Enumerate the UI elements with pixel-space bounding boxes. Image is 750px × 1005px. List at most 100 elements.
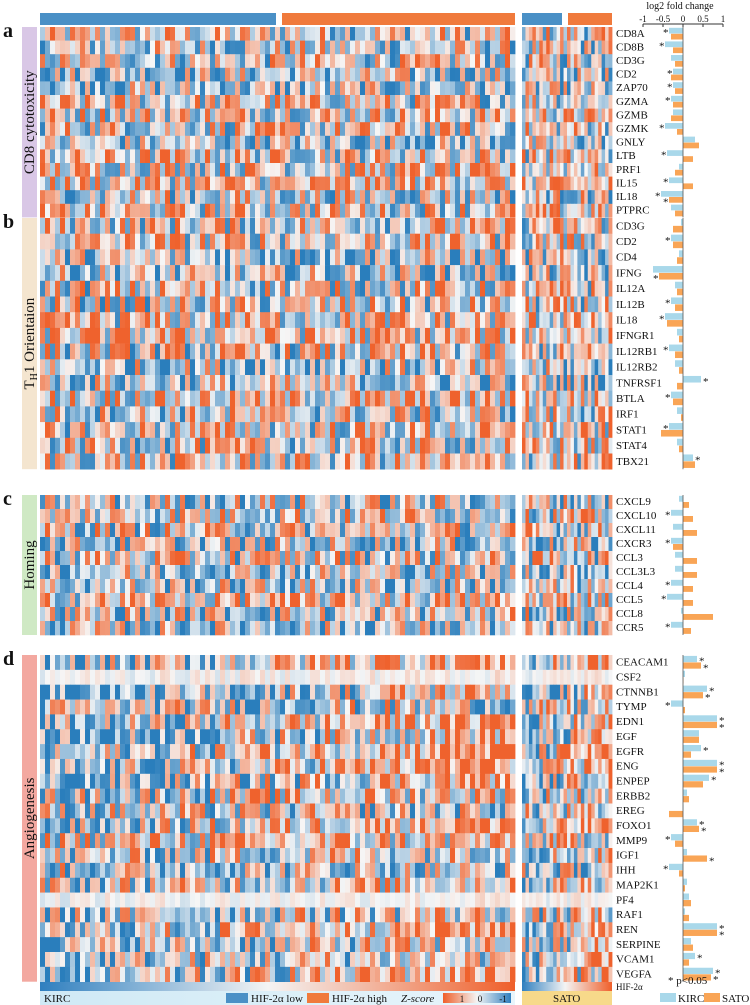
heatmap-cell (265, 280, 271, 297)
heatmap-cell (335, 81, 341, 96)
heatmap-cell (155, 509, 161, 524)
heatmap-cell (290, 27, 296, 41)
heatmap-cell (190, 176, 196, 191)
heatmap-cell (510, 509, 516, 524)
heatmap-cell (410, 81, 416, 96)
heatmap-cell (580, 95, 585, 109)
heatmap-cell (400, 218, 406, 234)
heatmap-cell (270, 81, 276, 96)
heatmap-cell (115, 551, 121, 566)
heatmap-cell (90, 312, 96, 329)
heatmap-cell (315, 565, 321, 580)
heatmap-cell (335, 655, 341, 671)
heatmap-cell (40, 537, 46, 552)
heatmap-cell (549, 95, 554, 109)
heatmap-cell (150, 390, 156, 407)
heatmap-cell (532, 406, 537, 423)
heatmap-cell (405, 537, 411, 552)
heatmap-cell (525, 537, 530, 552)
heatmap-cell (85, 40, 91, 55)
heatmap-cell (490, 40, 496, 55)
heatmap-cell (505, 437, 511, 454)
heatmap-cell (305, 551, 311, 566)
heatmap-cell (55, 81, 61, 96)
heatmap-cell (601, 537, 606, 552)
heatmap-cell (155, 54, 161, 69)
heatmap-cell (160, 218, 166, 234)
heatmap-cell (265, 40, 271, 55)
heatmap-cell (290, 312, 296, 329)
heatmap-cell (522, 122, 526, 137)
heatmap-cell (155, 149, 161, 164)
heatmap-cell (200, 607, 206, 622)
heatmap-cell (335, 390, 341, 407)
heatmap-cell (55, 621, 61, 636)
heatmap-cell (440, 437, 446, 454)
heatmap-cell (500, 249, 506, 266)
heatmap-cell (65, 669, 71, 685)
heatmap-cell (490, 54, 496, 69)
heatmap-cell (573, 203, 578, 218)
heatmap-cell (235, 149, 241, 164)
heatmap-cell (50, 218, 56, 234)
heatmap-cell (340, 565, 346, 580)
heatmap-cell (60, 203, 66, 218)
heatmap-cell (345, 453, 351, 470)
heatmap-cell (410, 579, 416, 594)
heatmap-cell (85, 203, 91, 218)
heatmap-cell (250, 122, 256, 137)
heatmap-cell (180, 537, 186, 552)
heatmap-cell (542, 265, 547, 282)
heatmap-cell (470, 607, 476, 622)
heatmap-cell (235, 495, 241, 510)
heatmap-cell (155, 537, 161, 552)
heatmap-cell (270, 190, 276, 205)
heatmap-cell (445, 149, 451, 164)
heatmap-cell (180, 359, 186, 376)
heatmap-cell (345, 579, 351, 594)
heatmap-cell (150, 495, 156, 510)
heatmap-cell (340, 621, 346, 636)
heatmap-cell (185, 81, 191, 96)
heatmap-cell (155, 579, 161, 594)
heatmap-cell (395, 296, 401, 313)
heatmap-cell (570, 81, 575, 96)
heatmap-cell (445, 40, 451, 55)
heatmap-cell (190, 265, 196, 282)
heatmap-cell (135, 621, 141, 636)
heatmap-cell (205, 406, 211, 423)
heatmap-cell (510, 312, 516, 329)
heatmap-cell (532, 375, 537, 391)
heatmap-cell (250, 95, 256, 109)
heatmap-cell (145, 296, 151, 313)
heatmap-cell (495, 249, 501, 266)
heatmap-cell (180, 390, 186, 407)
heatmap-cell (370, 523, 376, 538)
heatmap-cell (577, 495, 582, 510)
heatmap-cell (580, 149, 585, 164)
heatmap-cell (601, 265, 606, 282)
heatmap-cell (605, 149, 609, 164)
heatmap-cell (170, 265, 176, 282)
heatmap-cell (563, 312, 568, 329)
heatmap-cell (553, 551, 558, 566)
heatmap-cell (420, 593, 426, 608)
heatmap-cell (275, 509, 281, 524)
heatmap-cell (450, 40, 456, 55)
heatmap-cell (50, 67, 56, 82)
heatmap-cell (591, 176, 596, 191)
heatmap-cell (320, 122, 326, 137)
heatmap-cell (85, 190, 91, 205)
heatmap-cell (532, 190, 537, 205)
heatmap-cell (200, 81, 206, 96)
heatmap-cell (510, 81, 516, 96)
heatmap-cell (591, 375, 596, 391)
heatmap-cell (285, 190, 291, 205)
heatmap-cell (310, 537, 316, 552)
heatmap-cell (546, 280, 551, 297)
heatmap-cell (567, 523, 571, 538)
heatmap-cell (55, 265, 61, 282)
heatmap-cell (440, 265, 446, 282)
heatmap-cell (180, 108, 186, 123)
heatmap-cell (65, 359, 71, 376)
